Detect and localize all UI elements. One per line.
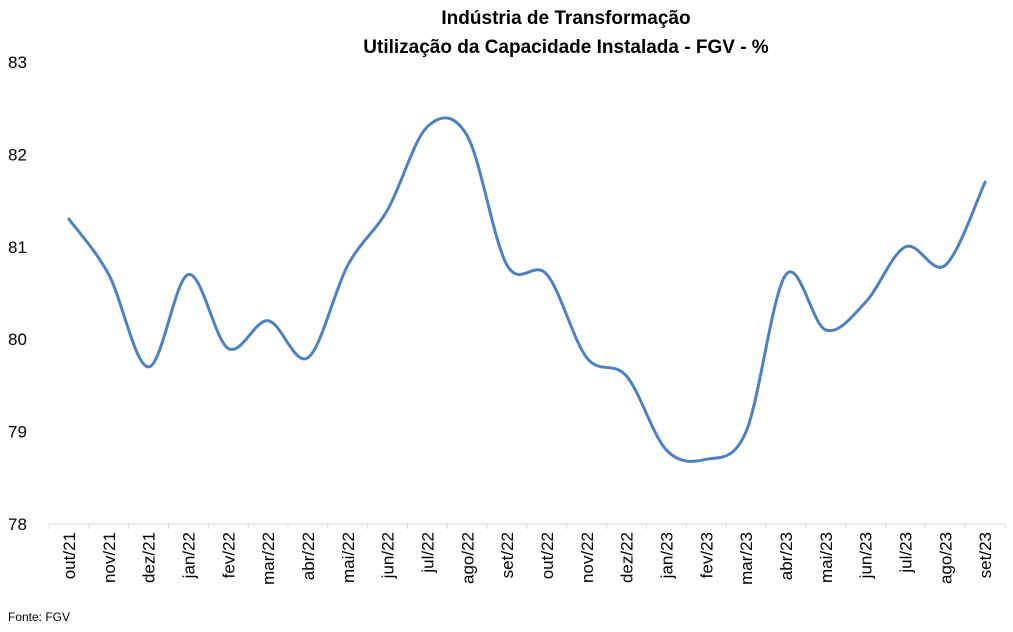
data-point	[784, 273, 787, 276]
x-tick-label: fev/22	[219, 532, 238, 578]
x-tick-label: mar/22	[259, 532, 278, 585]
data-point	[545, 273, 548, 276]
x-axis-ticks: out/21 nov/21 dez/21 jan/22 fev/22 mar/22 abr/…	[48, 524, 1006, 585]
data-point	[585, 356, 588, 359]
data-point	[107, 273, 110, 276]
source-note: Fonte: FGV	[8, 610, 70, 624]
y-tick-label: 81	[8, 238, 27, 257]
y-tick-label: 83	[8, 53, 27, 72]
data-point	[745, 430, 748, 433]
data-point	[705, 458, 708, 461]
data-point	[824, 328, 827, 331]
x-tick-label: out/21	[60, 532, 79, 579]
data-point	[267, 319, 270, 322]
series-line	[67, 116, 987, 463]
x-tick-label: ago/23	[936, 532, 955, 584]
data-point	[904, 245, 907, 248]
x-tick-label: out/22	[538, 532, 557, 579]
x-tick-label: ago/22	[458, 532, 477, 584]
x-tick-label: dez/21	[140, 532, 159, 583]
y-tick-label: 78	[8, 515, 27, 534]
y-tick-label: 82	[8, 145, 27, 164]
x-tick-label: jul/23	[896, 532, 915, 574]
x-tick-label: jun/22	[379, 532, 398, 579]
x-tick-label: jan/22	[179, 532, 198, 579]
data-point	[944, 264, 947, 267]
data-point	[466, 134, 469, 137]
data-point	[227, 347, 230, 350]
data-point	[426, 125, 429, 128]
data-point	[625, 375, 628, 378]
data-point	[984, 181, 987, 184]
x-tick-label: abr/22	[299, 532, 318, 580]
x-tick-label: set/23	[976, 532, 995, 578]
x-tick-label: set/22	[498, 532, 517, 578]
data-point	[306, 356, 309, 359]
x-tick-label: nov/22	[578, 532, 597, 583]
data-point	[67, 218, 70, 221]
x-tick-label: jul/22	[418, 532, 437, 574]
x-tick-label: jun/23	[857, 532, 876, 579]
y-tick-label: 79	[8, 423, 27, 442]
x-tick-label: jan/23	[657, 532, 676, 579]
data-point	[506, 264, 509, 267]
x-tick-label: mai/23	[817, 532, 836, 583]
data-point	[147, 365, 150, 368]
x-tick-label: dez/22	[618, 532, 637, 583]
x-tick-label: nov/21	[100, 532, 119, 583]
data-point	[386, 208, 389, 211]
series-layer	[67, 116, 987, 463]
chart-title: Indústria de Transformação	[441, 8, 690, 29]
data-point	[864, 301, 867, 304]
x-tick-label: mai/22	[339, 532, 358, 583]
y-tick-label: 80	[8, 330, 27, 349]
y-axis-ticks: 78 79 80 81 82 83	[8, 53, 27, 534]
data-point	[665, 449, 668, 452]
data-point	[346, 264, 349, 267]
x-tick-label: abr/23	[777, 532, 796, 580]
data-point	[187, 273, 190, 276]
x-tick-label: mar/23	[737, 532, 756, 585]
x-tick-label: fev/23	[697, 532, 716, 578]
chart-subtitle: Utilização da Capacidade Instalada - FGV…	[363, 37, 769, 58]
